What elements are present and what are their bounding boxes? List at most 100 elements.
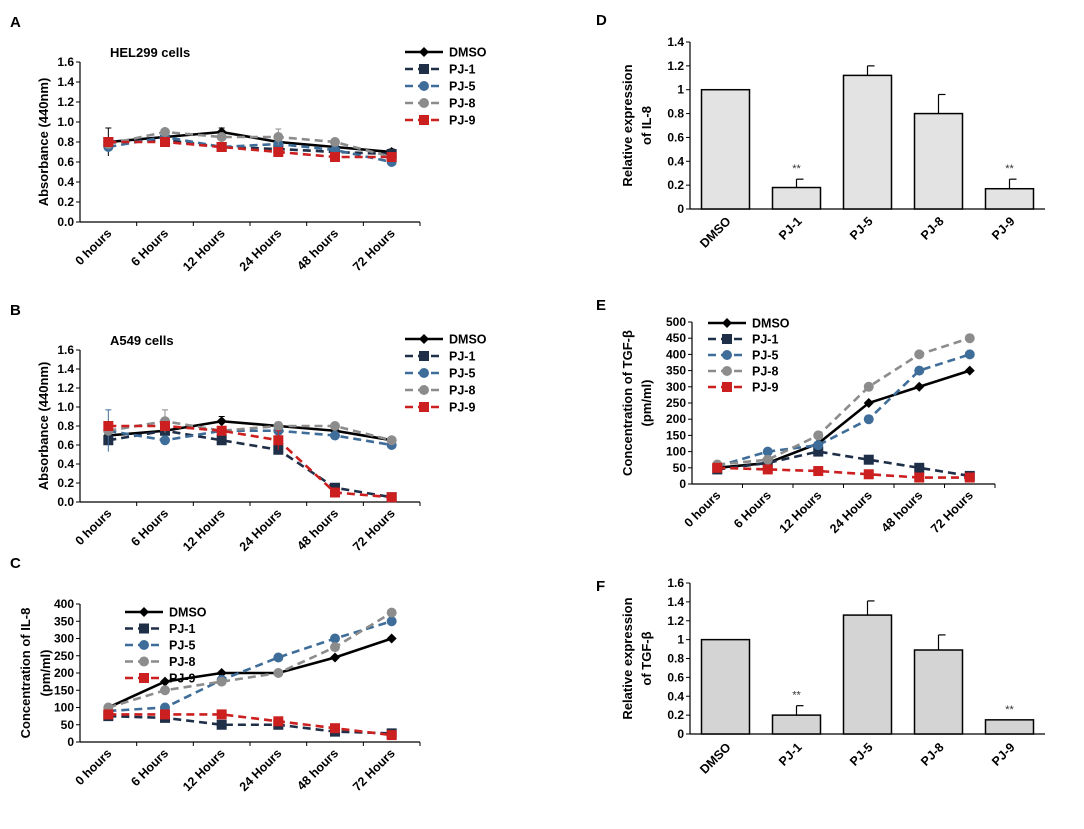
marker-pj-5 (139, 640, 149, 650)
marker-pj-9 (103, 421, 114, 431)
x-tick-label: PJ-5 (847, 214, 876, 243)
marker-dmso (139, 607, 149, 617)
y-tick-label: 150 (666, 428, 686, 442)
legend-label: DMSO (449, 333, 487, 347)
y-tick-label: 300 (54, 632, 74, 646)
marker-dmso (216, 416, 227, 427)
marker-pj-5 (419, 81, 429, 91)
y-tick-label: 1.2 (667, 614, 684, 628)
y-tick-label: 1.4 (667, 595, 684, 609)
marker-pj-9 (160, 709, 170, 720)
y-tick-label: 1.4 (667, 35, 684, 49)
legend-label: PJ-1 (449, 63, 475, 77)
x-tick-label: 24 Hours (237, 746, 285, 794)
y-tick-label: 1 (677, 83, 684, 97)
x-tick-label: 48 hours (294, 746, 341, 793)
marker-dmso (330, 652, 340, 663)
marker-pj-9 (273, 147, 284, 157)
marker-pj-8 (273, 421, 284, 431)
marker-dmso (386, 633, 397, 644)
series-line (108, 140, 392, 159)
bar-pj-1 (771, 714, 822, 735)
marker-pj-8 (160, 127, 170, 137)
marker-pj-9 (386, 730, 397, 741)
y-tick-label: 0.2 (57, 195, 74, 209)
y-tick-label: 0.8 (667, 107, 684, 121)
x-tick-label: 48 hours (294, 506, 341, 553)
panel-letter: E (596, 297, 606, 314)
series-pj-8 (103, 607, 397, 713)
marker-pj-5 (813, 440, 824, 451)
marker-dmso (419, 47, 429, 57)
marker-pj-5 (419, 368, 429, 378)
marker-pj-9 (103, 709, 114, 720)
marker-pj-5 (722, 350, 732, 360)
x-tick-label: PJ-9 (989, 214, 1018, 243)
bar-pj-5 (842, 614, 893, 735)
significance-label: ** (1005, 704, 1014, 716)
legend-label: PJ-5 (449, 367, 475, 381)
y-tick-label: 1.2 (57, 95, 74, 109)
legend: DMSO PJ-1 PJ-5 PJ-8 PJ-9 (405, 46, 487, 128)
legend-label: PJ-9 (752, 381, 778, 395)
y-axis-title: Relative expression (620, 597, 635, 719)
series-line (717, 466, 970, 479)
marker-pj-9 (330, 723, 340, 734)
legend-label: PJ-5 (752, 349, 778, 363)
marker-pj-8 (722, 366, 732, 376)
series-line (108, 419, 392, 442)
series-line (107, 611, 393, 709)
marker-pj-5 (273, 652, 284, 663)
marker-pj-8 (386, 435, 397, 446)
marker-dmso (722, 318, 732, 328)
y-axis-title-unit: (pm/ml) (38, 650, 53, 697)
y-tick-label: 1.4 (57, 75, 74, 89)
series-line (108, 429, 392, 499)
marker-dmso (216, 668, 227, 678)
marker-pj-9 (386, 492, 397, 503)
y-tick-label: 500 (666, 315, 686, 329)
bar-dmso (700, 638, 751, 735)
legend: DMSO PJ-1 PJ-5 PJ-8 PJ-9 (405, 333, 487, 415)
series-pj-9 (103, 709, 397, 741)
y-tick-label: 0.4 (667, 689, 684, 703)
legend-label: PJ-5 (169, 639, 195, 653)
marker-pj-9 (386, 152, 397, 162)
marker-pj-9 (722, 382, 732, 392)
bar-pj-1 (771, 186, 822, 210)
y-axis-title-unit: (pm/ml) (639, 380, 654, 427)
y-tick-label: 1.0 (57, 400, 74, 414)
bar-pj-9 (984, 187, 1035, 210)
y-tick-label: 0.0 (57, 215, 74, 229)
series-pj-9 (103, 137, 397, 162)
y-tick-label: 200 (54, 666, 74, 680)
legend-label: DMSO (169, 606, 207, 620)
marker-pj-1 (216, 435, 227, 446)
x-tick-label: 0 hours (73, 746, 115, 788)
series-pj-8 (712, 333, 975, 470)
y-axis-title: Relative expression (620, 64, 635, 186)
y-tick-label: 0.4 (667, 154, 684, 168)
panel-e-line-chart: E 0 50 100 150 200 250 300 350 400 450 500 Concentra… (596, 297, 996, 536)
y-tick-label: 100 (666, 445, 686, 459)
y-tick-label: 1.2 (667, 59, 684, 73)
panel-f-bar-chart: F 0 0.2 0.4 0.6 0.8 1 1.2 1.4 1.6 Relative express… (596, 576, 1045, 777)
marker-dmso (160, 676, 170, 687)
x-tick-label: PJ-8 (918, 214, 947, 243)
marker-pj-9 (103, 137, 114, 147)
x-tick-label: 0 hours (73, 226, 115, 268)
marker-pj-8 (330, 642, 340, 653)
marker-pj-1 (419, 351, 429, 361)
y-tick-label: 0.4 (57, 175, 74, 189)
panel-letter: F (596, 578, 605, 595)
x-tick-label: 12 Hours (180, 746, 228, 794)
marker-pj-8 (964, 333, 975, 344)
y-tick-label: 0.6 (57, 155, 74, 169)
y-axis-title-unit: of IL-8 (639, 106, 654, 145)
y-tick-label: 0 (677, 727, 684, 741)
series-line (108, 135, 392, 164)
y-tick-label: 0.6 (667, 670, 684, 684)
marker-pj-8 (914, 349, 925, 360)
marker-pj-9 (139, 673, 149, 683)
marker-pj-9 (160, 421, 170, 431)
